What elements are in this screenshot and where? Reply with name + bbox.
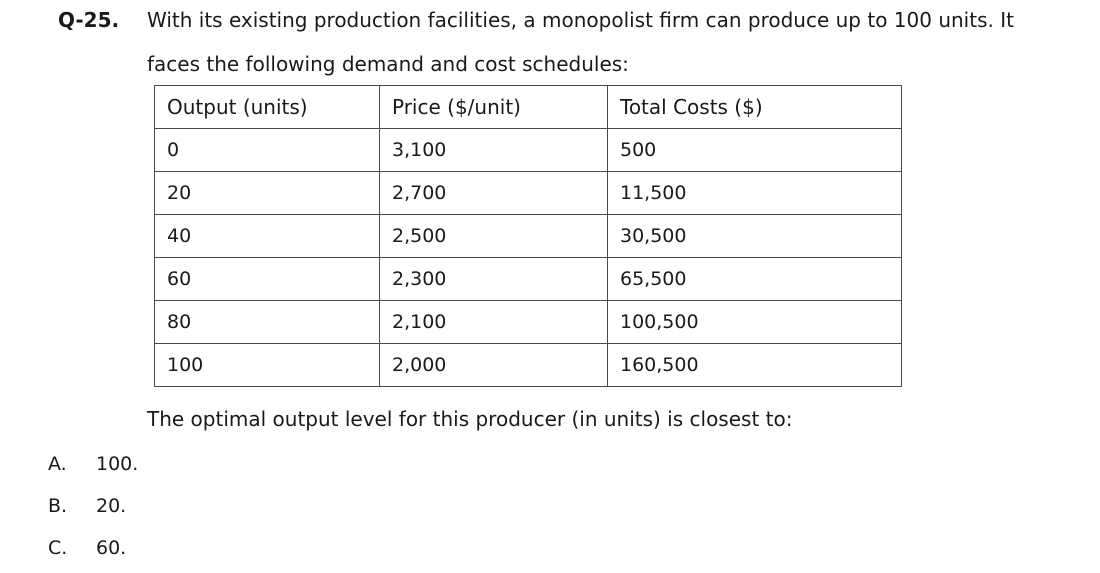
table-header-row: Output (units) Price ($/unit) Total Cost…	[154, 85, 902, 129]
cell-output: 100	[154, 343, 380, 387]
header-price: Price ($/unit)	[379, 85, 608, 129]
cell-price: 2,700	[379, 171, 608, 215]
cell-total-costs: 100,500	[607, 300, 902, 344]
cell-output: 20	[154, 171, 380, 215]
table-row: 40 2,500 30,500	[154, 214, 902, 258]
table-row: 100 2,000 160,500	[154, 343, 902, 387]
question-text-line-2: faces the following demand and cost sche…	[147, 52, 629, 76]
option-b-text: 20.	[96, 495, 127, 517]
header-total-costs: Total Costs ($)	[607, 85, 902, 129]
question-closing-text: The optimal output level for this produc…	[147, 407, 793, 431]
cell-total-costs: 160,500	[607, 343, 902, 387]
option-c-letter: C.	[48, 537, 68, 559]
cell-price: 2,500	[379, 214, 608, 258]
header-output: Output (units)	[154, 85, 380, 129]
cell-price: 2,100	[379, 300, 608, 344]
option-b-letter: B.	[48, 495, 68, 517]
cell-price: 2,300	[379, 257, 608, 301]
option-a-text: 100.	[96, 453, 139, 475]
cell-total-costs: 30,500	[607, 214, 902, 258]
demand-cost-table: Output (units) Price ($/unit) Total Cost…	[154, 85, 902, 387]
cell-output: 40	[154, 214, 380, 258]
question-text-line-1: With its existing production facilities,…	[147, 8, 1014, 32]
option-a-letter: A.	[48, 453, 67, 475]
table-row: 60 2,300 65,500	[154, 257, 902, 301]
question-number: Q-25.	[58, 8, 120, 32]
table-row: 80 2,100 100,500	[154, 300, 902, 344]
cell-price: 2,000	[379, 343, 608, 387]
cell-total-costs: 500	[607, 128, 902, 172]
cell-total-costs: 11,500	[607, 171, 902, 215]
option-c-text: 60.	[96, 537, 127, 559]
table-row: 0 3,100 500	[154, 128, 902, 172]
cell-output: 60	[154, 257, 380, 301]
cell-output: 0	[154, 128, 380, 172]
table-row: 20 2,700 11,500	[154, 171, 902, 215]
cell-price: 3,100	[379, 128, 608, 172]
cell-output: 80	[154, 300, 380, 344]
cell-total-costs: 65,500	[607, 257, 902, 301]
